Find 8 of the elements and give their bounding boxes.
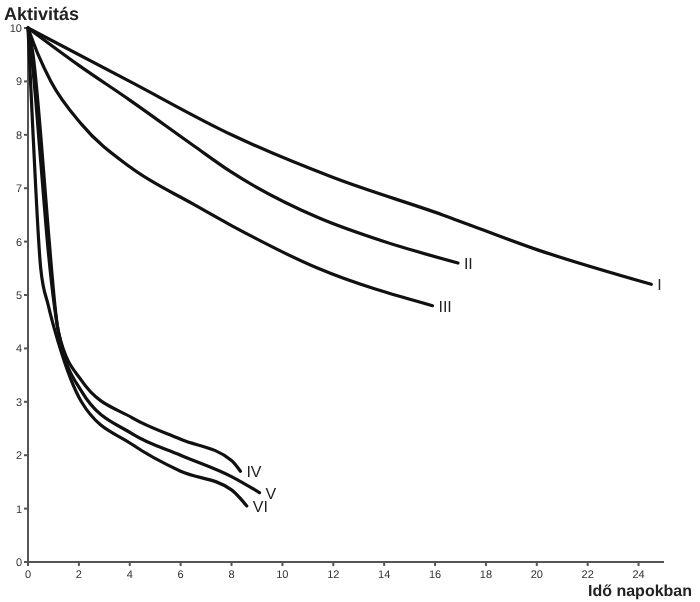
x-axis-title: Idő napokban: [588, 582, 693, 600]
y-axis-title: Aktivitás: [4, 4, 80, 24]
series-label: I: [657, 276, 662, 295]
series-label: IV: [246, 463, 263, 482]
series-label: V: [265, 484, 278, 503]
series-label: II: [463, 254, 473, 273]
series-label: VI: [252, 497, 268, 516]
series-label: III: [438, 297, 452, 316]
